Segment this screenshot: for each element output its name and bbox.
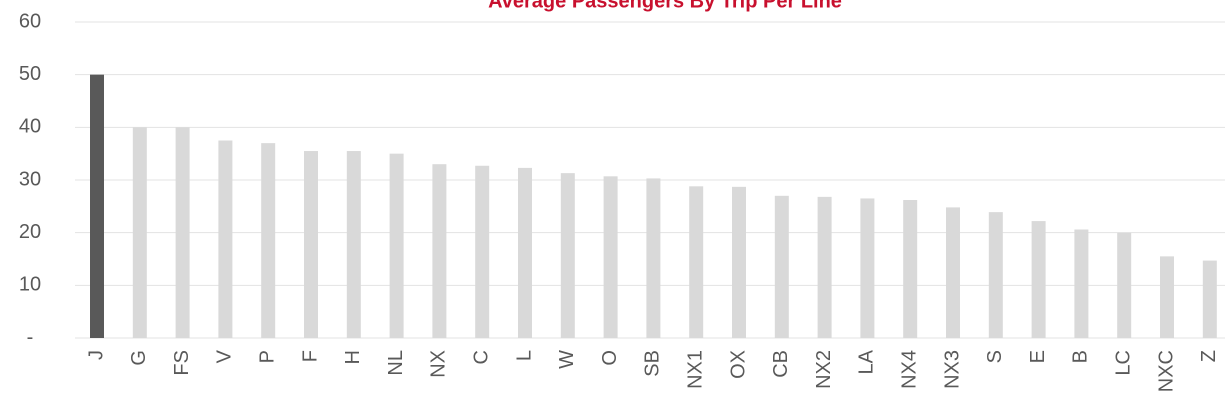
- bar: [175, 127, 190, 338]
- x-tick-label: NX4: [898, 350, 920, 389]
- bar: [603, 176, 618, 338]
- x-tick-label: E: [1027, 350, 1049, 363]
- x-tick-label: J: [85, 350, 107, 360]
- bar: [689, 186, 704, 338]
- x-tick-label: NX3: [941, 350, 963, 389]
- bar: [518, 167, 532, 338]
- y-tick-label: 30: [19, 168, 41, 190]
- x-tick-label: NX2: [813, 350, 835, 389]
- x-tick-label: W: [556, 350, 578, 369]
- x-tick-label: H: [342, 350, 364, 364]
- x-tick-label: FS: [171, 350, 193, 376]
- x-tick-label: C: [470, 350, 492, 364]
- bar: [1117, 232, 1132, 338]
- x-tick-label: NX1: [684, 350, 706, 389]
- x-tick-label: NXC: [1155, 350, 1177, 392]
- bar: [560, 173, 575, 338]
- x-tick-label: CB: [770, 350, 792, 378]
- bar: [432, 164, 447, 338]
- bar: [946, 207, 960, 338]
- bar: [988, 212, 1003, 338]
- bar: [1202, 260, 1217, 338]
- bar: [1160, 256, 1174, 338]
- bar: [817, 196, 832, 338]
- x-tick-label: Z: [1198, 350, 1220, 362]
- bar: [646, 178, 661, 338]
- bar: [475, 165, 490, 338]
- bar: [304, 151, 318, 338]
- y-tick-label: -: [27, 326, 34, 348]
- bar: [903, 200, 918, 338]
- bar: [1074, 229, 1089, 338]
- bar: [774, 195, 789, 338]
- bar: [346, 151, 361, 338]
- bar: [90, 74, 104, 339]
- bar: [132, 127, 147, 338]
- y-tick-label: 50: [19, 63, 41, 85]
- x-tick-label: NX: [428, 350, 450, 378]
- y-tick-label: 60: [19, 10, 41, 32]
- y-tick-label: 20: [19, 221, 41, 243]
- x-tick-label: S: [984, 350, 1006, 363]
- x-tick-label: B: [1070, 350, 1092, 363]
- x-tick-label: SB: [642, 350, 664, 377]
- x-tick-label: LA: [856, 349, 878, 374]
- y-tick-label: 10: [19, 274, 41, 296]
- chart-title: Average Passengers By Trip Per Line: [488, 0, 842, 12]
- bar: [389, 153, 404, 338]
- bar: [1031, 221, 1046, 338]
- x-tick-label: O: [599, 350, 621, 366]
- bar: [860, 198, 875, 338]
- x-tick-label: OX: [727, 350, 749, 379]
- x-tick-label: G: [128, 350, 150, 366]
- x-tick-label: NL: [385, 350, 407, 376]
- x-tick-label: L: [513, 350, 535, 361]
- x-tick-label: F: [299, 350, 321, 362]
- y-tick-label: 40: [19, 116, 41, 138]
- x-tick-label: LC: [1112, 350, 1134, 376]
- bar: [218, 140, 233, 338]
- bar: [261, 143, 276, 338]
- x-tick-label: V: [214, 349, 236, 363]
- bar: [732, 186, 746, 338]
- x-tick-label: P: [256, 350, 278, 363]
